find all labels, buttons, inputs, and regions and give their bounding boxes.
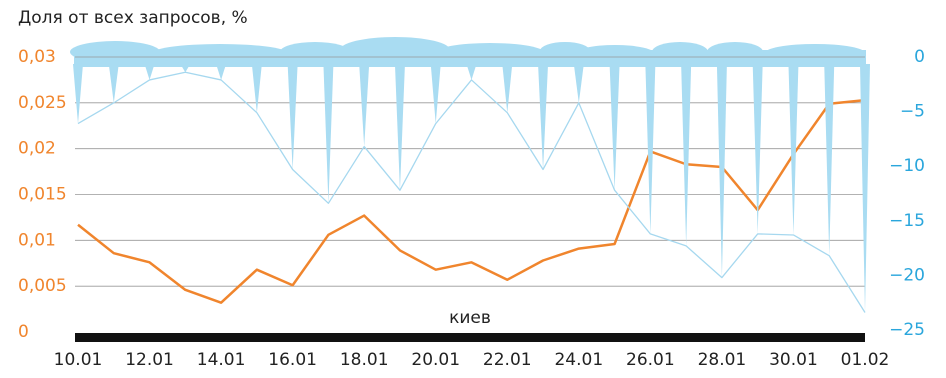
- y2-tick-label: −25: [889, 320, 925, 340]
- series-line: [77, 98, 866, 304]
- x-tick-label: 14.01: [197, 350, 246, 370]
- y2-tick-label: 0: [914, 47, 925, 67]
- x-tick-label: 16.01: [268, 350, 317, 370]
- x-tick-label: 22.01: [483, 350, 532, 370]
- y2-tick-label: −5: [900, 102, 925, 122]
- chart-title: Доля от всех запросов, %: [18, 8, 248, 28]
- y2-tick-label: −10: [889, 156, 925, 176]
- y-tick-label: 0,03: [18, 47, 56, 67]
- x-tick-label: 18.01: [340, 350, 389, 370]
- icicle: [394, 64, 405, 191]
- x-tick-label: 24.01: [554, 350, 603, 370]
- x-tick-label: 20.01: [411, 350, 460, 370]
- icicle: [251, 64, 262, 113]
- y-tick-label: 0,01: [18, 230, 56, 250]
- icicle: [609, 64, 620, 191]
- icicle: [73, 64, 83, 124]
- y-tick-label: 0,015: [18, 185, 67, 205]
- x-tick-label: 12.01: [125, 350, 174, 370]
- icicle: [538, 64, 549, 170]
- icicle: [681, 64, 692, 246]
- x-tick-label: 26.01: [626, 350, 675, 370]
- icicle: [752, 64, 763, 234]
- baseline-bar: [75, 333, 865, 342]
- x-tick-label: 10.01: [54, 350, 103, 370]
- y-tick-label: 0,005: [18, 276, 67, 296]
- icicle: [216, 64, 227, 80]
- x-tick-label: 30.01: [769, 350, 818, 370]
- icicle: [466, 64, 477, 80]
- y-tick-label: 0: [18, 322, 29, 342]
- icicle: [716, 64, 727, 278]
- y2-tick-label: −15: [889, 211, 925, 231]
- x-tick-label: 28.01: [698, 350, 747, 370]
- icicle: [287, 64, 298, 170]
- icicle: [645, 64, 656, 234]
- icicle: [860, 64, 870, 313]
- y2-tick-label: −20: [889, 265, 925, 285]
- icicle: [359, 64, 370, 147]
- cloud-band: [70, 37, 866, 67]
- icicle: [144, 64, 155, 80]
- icicle: [788, 64, 799, 235]
- x-tick-label: 01.02: [841, 350, 890, 370]
- icicle: [323, 64, 334, 204]
- icicle: [430, 64, 441, 124]
- y-tick-label: 0,025: [18, 93, 67, 113]
- icicle: [108, 64, 119, 103]
- y-tick-label: 0,02: [18, 139, 56, 159]
- icicle: [502, 64, 513, 113]
- icicle: [573, 64, 584, 103]
- series-line: [77, 71, 866, 313]
- annotation: киев: [449, 308, 491, 328]
- icicle: [180, 64, 191, 73]
- icicle: [824, 64, 835, 256]
